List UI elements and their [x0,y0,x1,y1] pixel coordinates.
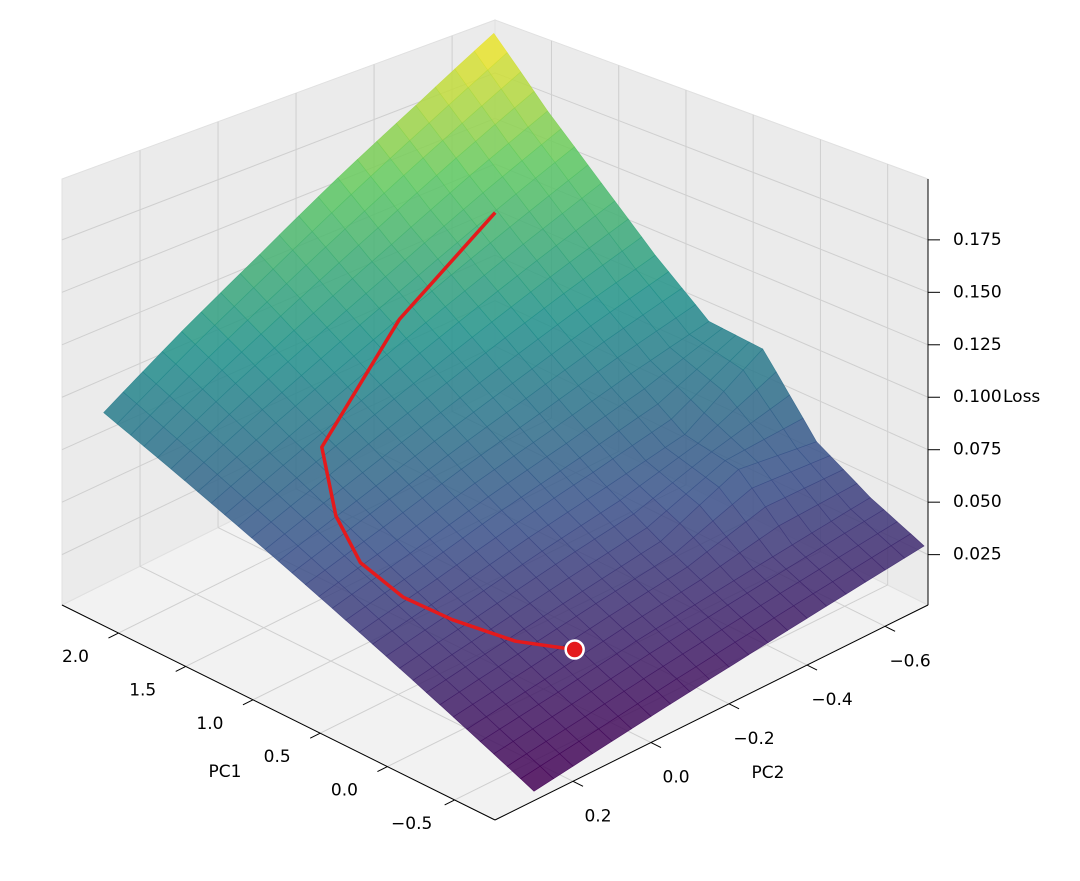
z-tick-label: 0.050 [953,492,1002,512]
x-tick-label: 0.0 [331,781,358,801]
trajectory [320,211,575,652]
axis-line [61,604,496,821]
trajectory-end-marker [564,639,585,660]
y-tick-label: 0.2 [584,806,611,826]
x-tick [309,732,321,739]
z-tick-label: 0.175 [953,230,1002,250]
x-tick [108,632,119,639]
z-tick-label: 0.025 [953,545,1002,565]
y-tick [728,703,740,710]
x-tick [175,665,186,672]
z-tick-label: 0.100 [953,387,1002,407]
y-tick-label: 0.0 [663,768,690,788]
x-tick-label: −0.5 [391,814,432,834]
x-tick [377,766,388,773]
x-tick-label: 2.0 [62,647,89,667]
grid-line [494,72,929,241]
z-tick-label: 0.125 [953,335,1002,355]
y-tick [884,625,896,632]
y-tick-label: −0.4 [811,690,852,710]
y-tick-label: −0.6 [889,651,930,671]
y-tick [650,742,662,748]
x-tick [444,799,455,806]
z-axis-label: Loss [1003,387,1040,407]
y-axis-label: PC2 [752,763,785,783]
x-tick [242,699,254,706]
y-tick [806,664,818,671]
x-axis-label: PC1 [209,762,242,782]
axis-line [494,604,929,821]
y-tick [572,780,584,787]
z-tick-label: 0.150 [953,282,1002,302]
x-tick-label: 1.5 [129,680,156,700]
surface-patch [520,765,554,792]
x-tick-label: 1.0 [196,714,223,734]
z-tick-label: 0.075 [953,440,1002,460]
x-tick-label: 0.5 [264,747,291,767]
y-tick-label: −0.2 [733,729,774,749]
